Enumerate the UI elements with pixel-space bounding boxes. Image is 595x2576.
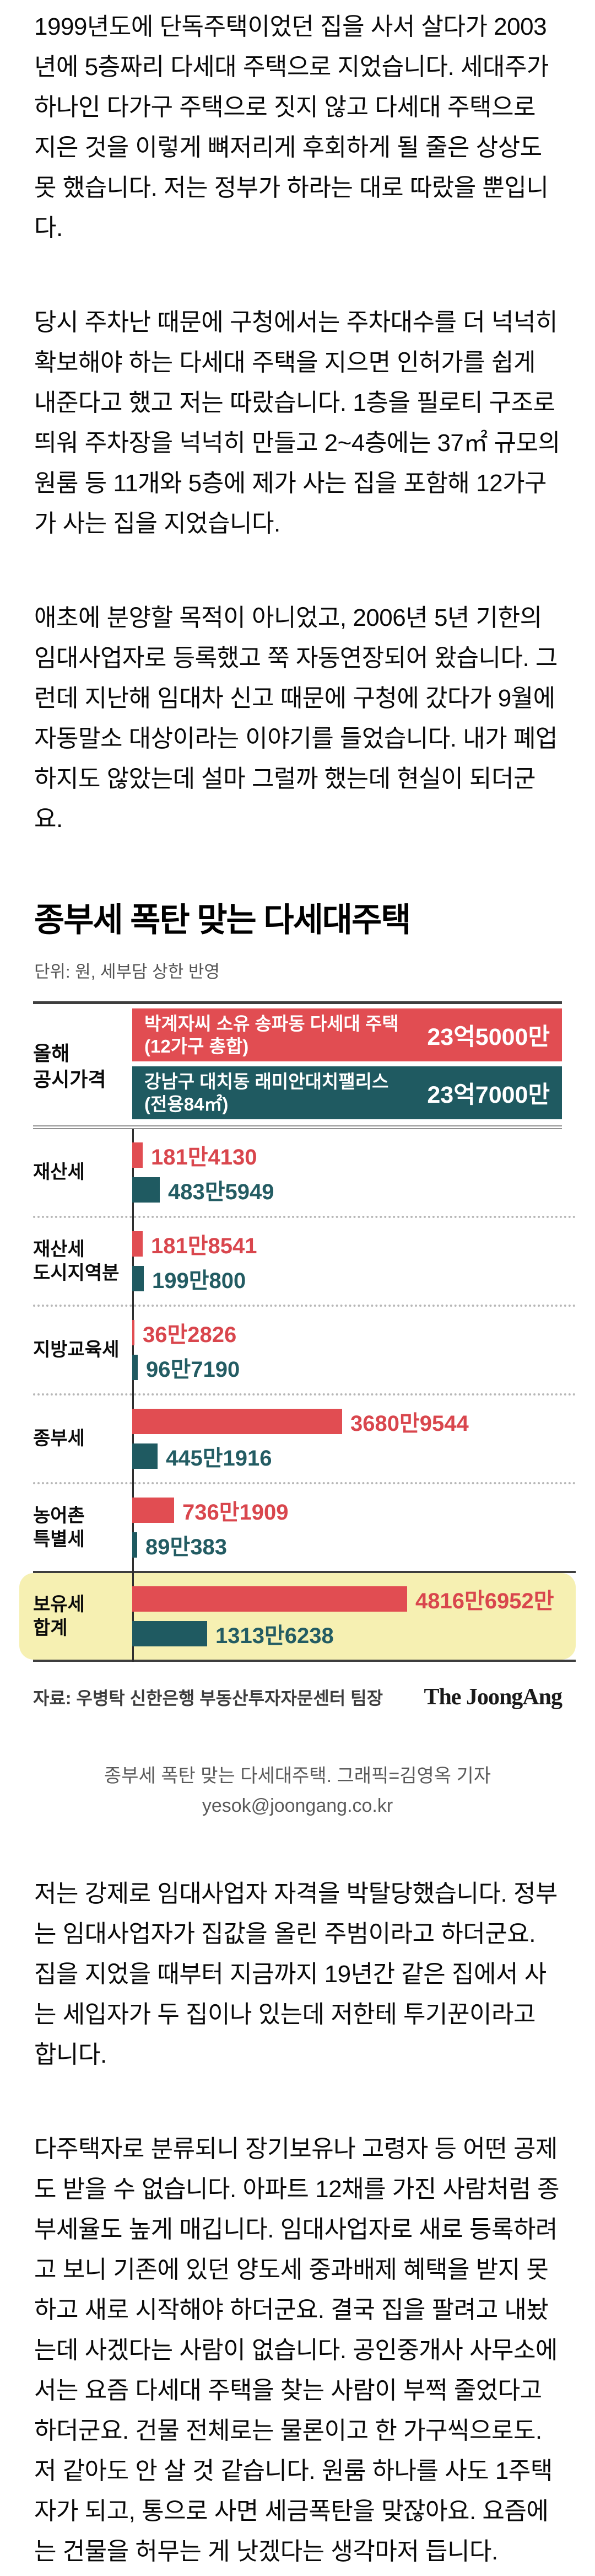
official-price-label-line1: 올해 — [33, 1042, 70, 1065]
row-label: 종부세 — [33, 1428, 85, 1449]
official-price-bars: 박계자씨 소유 송파동 다세대 주택 (12가구 총합) 23억5000만 강남… — [132, 1008, 562, 1124]
bar-teal — [132, 1355, 138, 1380]
image-caption: 종부세 폭탄 맞는 다세대주택. 그래픽=김영옥 기자 yesok@joonga… — [33, 1761, 562, 1821]
table-row-farming-fishing-tax: 농어촌 특별세 736만1909 89만383 — [33, 1484, 576, 1571]
row-label: 농어촌 특별세 — [33, 1505, 85, 1550]
chart-unit-note: 단위: 원, 세부담 상한 반영 — [34, 962, 220, 981]
bar-red-value: 181만8541 — [151, 1234, 257, 1258]
total-bottom-rule — [33, 1660, 576, 1662]
table-row-total-holding-tax: 보유세 합계 4816만6952만 1313만6238 — [19, 1573, 576, 1660]
bar-teal — [132, 1532, 137, 1558]
bar-teal-value: 445만1916 — [166, 1446, 272, 1471]
price-bar-multiplex-value: 23억5000만 — [427, 1024, 550, 1050]
bar-teal-value: 1313만6238 — [215, 1624, 334, 1648]
bar-red-value: 736만1909 — [182, 1500, 289, 1525]
table-row-property-tax: 재산세 181만4130 483만5949 — [33, 1129, 576, 1216]
price-bar-multiplex-name: 박계자씨 소유 송파동 다세대 주택 (12가구 총합) — [144, 1013, 399, 1056]
table-row-comprehensive-tax: 종부세 3680만9544 445만1916 — [33, 1396, 576, 1482]
paragraph-5: 다주택자로 분류되니 장기보유나 고령자 등 어떤 공제도 받을 수 없습니다.… — [34, 2135, 560, 2565]
bar-red — [132, 1142, 143, 1168]
paragraph-2: 당시 주차난 때문에 구청에서는 주차대수를 더 넉넉히 확보해야 하는 다세대… — [34, 309, 560, 537]
bar-red-value: 3680만9544 — [350, 1412, 469, 1436]
bar-red-value: 36만2826 — [143, 1323, 237, 1347]
chart-source: 자료: 우병탁 신한은행 부동산투자자문센터 팀장 — [33, 1688, 383, 1708]
price-bar-apartment-value: 23억7000만 — [427, 1082, 550, 1108]
tax-chart: 종부세 폭탄 맞는 다세대주택 단위: 원, 세부담 상한 반영 올해 공시가격… — [0, 893, 595, 1710]
bar-teal — [132, 1177, 160, 1203]
bar-red — [132, 1320, 134, 1345]
bar-red — [132, 1586, 407, 1612]
bar-teal — [132, 1443, 158, 1469]
chart-divider-rule — [33, 1125, 562, 1129]
caption-line2: yesok@joongang.co.kr — [202, 1795, 393, 1816]
row-divider — [33, 1216, 576, 1218]
table-row-property-tax-urban: 재산세 도시지역분 181만8541 199만800 — [33, 1218, 576, 1305]
bar-teal-value: 96만7190 — [146, 1357, 240, 1382]
row-label: 재산세 — [33, 1162, 85, 1183]
row-label: 재산세 도시지역분 — [33, 1238, 120, 1284]
caption-line1: 종부세 폭탄 맞는 다세대주택. 그래픽=김영옥 기자 — [104, 1765, 491, 1786]
price-bar-apartment-name: 강남구 대치동 래미안대치팰리스 (전용84㎡) — [144, 1071, 389, 1114]
official-price-row: 올해 공시가격 박계자씨 소유 송파동 다세대 주택 (12가구 총합) 23억… — [33, 1008, 562, 1124]
official-price-label: 올해 공시가격 — [33, 1008, 132, 1124]
bar-red-value: 181만4130 — [151, 1145, 257, 1169]
bar-red — [132, 1231, 143, 1257]
official-price-label-line2: 공시가격 — [33, 1068, 106, 1091]
row-divider — [33, 1482, 576, 1484]
bar-teal-value: 199만800 — [152, 1269, 246, 1293]
price-bar-apartment: 강남구 대치동 래미안대치팰리스 (전용84㎡) 23억7000만 — [132, 1066, 562, 1119]
row-label: 지방교육세 — [33, 1339, 120, 1360]
bar-red-value: 4816만6952만 — [415, 1589, 554, 1613]
bar-teal — [132, 1621, 207, 1646]
row-label: 보유세 합계 — [33, 1593, 85, 1639]
chart-source-row: 자료: 우병탁 신한은행 부동산투자자문센터 팀장 The JoongAng — [33, 1684, 562, 1710]
bar-teal-value: 483만5949 — [168, 1180, 274, 1204]
row-divider — [33, 1305, 576, 1307]
bar-red — [132, 1409, 342, 1434]
total-top-rule — [33, 1571, 576, 1573]
chart-title: 종부세 폭탄 맞는 다세대주택 — [34, 901, 411, 938]
joongang-logo: The JoongAng — [424, 1684, 562, 1710]
chart-top-rule — [33, 1001, 562, 1004]
paragraph-4: 저는 강제로 임대사업자 자격을 박탈당했습니다. 정부는 임대사업자가 집값을… — [34, 1880, 558, 2068]
paragraph-3: 애초에 분양할 목적이 아니었고, 2006년 5년 기한의 임대사업자로 등록… — [34, 604, 558, 833]
bar-teal-value: 89만383 — [145, 1535, 228, 1559]
price-bar-multiplex: 박계자씨 소유 송파동 다세대 주택 (12가구 총합) 23억5000만 — [132, 1008, 562, 1061]
paragraph-1: 1999년도에 단독주택이었던 집을 사서 살다가 2003년에 5층짜리 다세… — [34, 13, 549, 242]
bar-red — [132, 1498, 174, 1523]
table-row-local-education-tax: 지방교육세 36만2826 96만7190 — [33, 1307, 576, 1393]
chart-rows: 재산세 181만4130 483만5949 재산세 도시지역분 181만8541 … — [19, 1129, 576, 1662]
row-divider — [33, 1393, 576, 1396]
bar-teal — [132, 1266, 144, 1291]
